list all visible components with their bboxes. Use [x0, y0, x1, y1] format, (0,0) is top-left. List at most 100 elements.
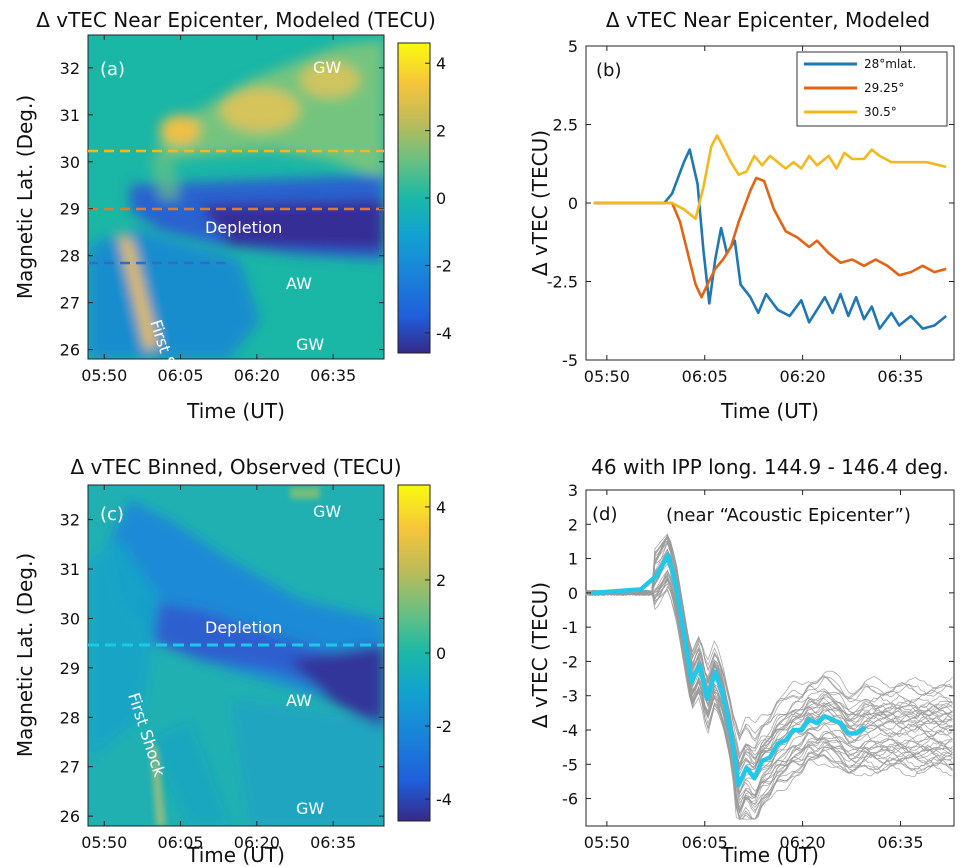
- y-tick-label: 2: [568, 515, 578, 534]
- y-tick-label: 26: [60, 341, 80, 360]
- y-tick-label: 28: [60, 247, 80, 266]
- panel-c-xlabel: Time (UT): [186, 843, 285, 867]
- colorbar-tick-label: 4: [436, 54, 446, 73]
- colorbar-tick-label: 2: [436, 122, 446, 141]
- colorbar-ticks-a: 4 2 0 -2 -4: [425, 54, 452, 343]
- plot-frame-c: [87, 484, 385, 827]
- x-tick-label: 06:35: [877, 367, 923, 386]
- panel-a-xlabel: Time (UT): [186, 399, 285, 423]
- label-depletion-a: Depletion: [205, 218, 282, 237]
- gray-trace: [585, 555, 953, 768]
- x-tick-label: 06:35: [310, 366, 356, 385]
- panel-b-ylabel: Δ vTEC (TECU): [528, 130, 552, 276]
- panel-d-xlabel: Time (UT): [720, 843, 819, 867]
- panel-a: Δ vTEC Near Epicenter, Modeled (TECU) (a…: [13, 8, 452, 423]
- x-tick-label: 05:50: [584, 367, 630, 386]
- series-d: [591, 552, 867, 788]
- axes-c: 05:50 06:05 06:20 06:35 26 27 28 29 30 31 32: [60, 485, 384, 852]
- y-tick-label: 5: [568, 37, 578, 56]
- y-tick-label: -6: [562, 790, 578, 809]
- y-tick-label: 0: [568, 584, 578, 603]
- y-tick-label: 2.5: [553, 116, 578, 135]
- axes-b: 05:50 06:05 06:20 06:35 5 2.5 0 -2.5 -5: [547, 37, 954, 386]
- y-tick-label: 32: [60, 59, 80, 78]
- legend-entry-2: 30.5°: [864, 105, 897, 119]
- y-tick-label: 27: [60, 758, 80, 777]
- label-aw-c: AW: [286, 691, 312, 710]
- x-tick-label: 05:50: [81, 833, 127, 852]
- label-gw-top-c: GW: [313, 502, 341, 521]
- heatmap-a: [88, 35, 384, 359]
- panel-label-b: (b): [596, 60, 621, 81]
- x-tick-label: 06:05: [682, 367, 728, 386]
- y-tick-label: 31: [60, 106, 80, 125]
- legend-entry-0: 28°mlat.: [864, 57, 916, 71]
- series-line-2: [593, 134, 947, 220]
- panel-d: 46 with IPP long. 144.9 - 146.4 deg. 05:…: [528, 455, 955, 867]
- y-tick-label: 29: [60, 659, 80, 678]
- x-tick-label: 06:05: [157, 366, 203, 385]
- label-depletion-c: Depletion: [205, 618, 282, 637]
- colorbar-tick-label: -2: [436, 717, 452, 736]
- x-tick-label: 06:35: [310, 833, 356, 852]
- y-tick-label: 30: [60, 153, 80, 172]
- panel-c-title: Δ vTEC Binned, Observed (TECU): [70, 455, 401, 479]
- y-tick-label: 31: [60, 560, 80, 579]
- label-gw-top-a: GW: [313, 58, 341, 77]
- label-gw-bottom-a: GW: [296, 335, 324, 354]
- colorbar-tick-label: -4: [436, 324, 452, 343]
- series-b: [593, 134, 948, 330]
- y-tick-label: 32: [60, 511, 80, 530]
- gray-trace: [585, 537, 953, 742]
- x-tick-label: 06:20: [780, 833, 826, 852]
- label-gw-bottom-c: GW: [296, 799, 324, 818]
- axes-a: 05:50 06:05 06:20 06:35 26 27 28 29 30 31 32: [60, 35, 384, 385]
- panel-a-title: Δ vTEC Near Epicenter, Modeled (TECU): [36, 8, 436, 32]
- panel-d-title: 46 with IPP long. 144.9 - 146.4 deg.: [591, 455, 949, 479]
- colorbar-tick-label: 0: [436, 644, 446, 663]
- axes-d: 05:50 06:05 06:20 06:35 3 2 1 0 -1 -2 -3 -4 -5 -6: [562, 481, 954, 852]
- colorbar-tick-label: 2: [436, 571, 446, 590]
- panel-a-ylabel: Magnetic Lat. (Deg.): [13, 95, 37, 299]
- legend-entry-1: 29.25°: [864, 81, 904, 95]
- x-tick-label: 06:20: [234, 833, 280, 852]
- panel-label-a: (a): [100, 59, 125, 80]
- y-tick-label: 27: [60, 294, 80, 313]
- y-tick-label: -5: [562, 755, 578, 774]
- mean-trace: [591, 552, 867, 788]
- y-tick-label: 29: [60, 200, 80, 219]
- panel-b-xlabel: Time (UT): [720, 399, 819, 423]
- x-tick-label: 06:20: [234, 366, 280, 385]
- y-tick-label: -5: [562, 351, 578, 370]
- y-tick-label: 28: [60, 708, 80, 727]
- y-tick-label: 3: [568, 481, 578, 500]
- y-tick-label: -3: [562, 687, 578, 706]
- colorbar-c: [397, 484, 431, 822]
- legend-b: 28°mlat. 29.25° 30.5°: [796, 51, 948, 127]
- colorbar-tick-label: 0: [436, 189, 446, 208]
- colorbar-tick-label: -4: [436, 790, 452, 809]
- y-tick-label: -1: [562, 618, 578, 637]
- plot-frame-a: [87, 34, 385, 360]
- panel-label-c: (c): [100, 504, 124, 525]
- gray-trace: [585, 575, 953, 820]
- y-tick-label: 0: [568, 194, 578, 213]
- series-line-1: [593, 176, 947, 299]
- dashed-lines-a: [88, 149, 384, 265]
- y-tick-label: 30: [60, 609, 80, 628]
- colorbar-tick-label: 4: [436, 498, 446, 517]
- panel-b: Δ vTEC Near Epicenter, Modeled (b) 05:50…: [528, 8, 955, 423]
- colorbar-ticks-c: 4 2 0 -2 -4: [425, 498, 452, 809]
- label-aw-a: AW: [286, 274, 312, 293]
- panel-c: Δ vTEC Binned, Observed (TECU) (c) GW De…: [13, 455, 452, 867]
- x-tick-label: 05:50: [584, 833, 630, 852]
- x-tick-label: 06:35: [877, 833, 923, 852]
- x-tick-label: 06:20: [780, 367, 826, 386]
- heatmap-c: [88, 485, 384, 826]
- panel-d-note: (near “Acoustic Epicenter”): [666, 505, 911, 526]
- x-tick-label: 06:05: [157, 833, 203, 852]
- panel-b-title: Δ vTEC Near Epicenter, Modeled: [606, 8, 930, 32]
- y-tick-label: 26: [60, 807, 80, 826]
- panel-label-d: (d): [592, 504, 617, 525]
